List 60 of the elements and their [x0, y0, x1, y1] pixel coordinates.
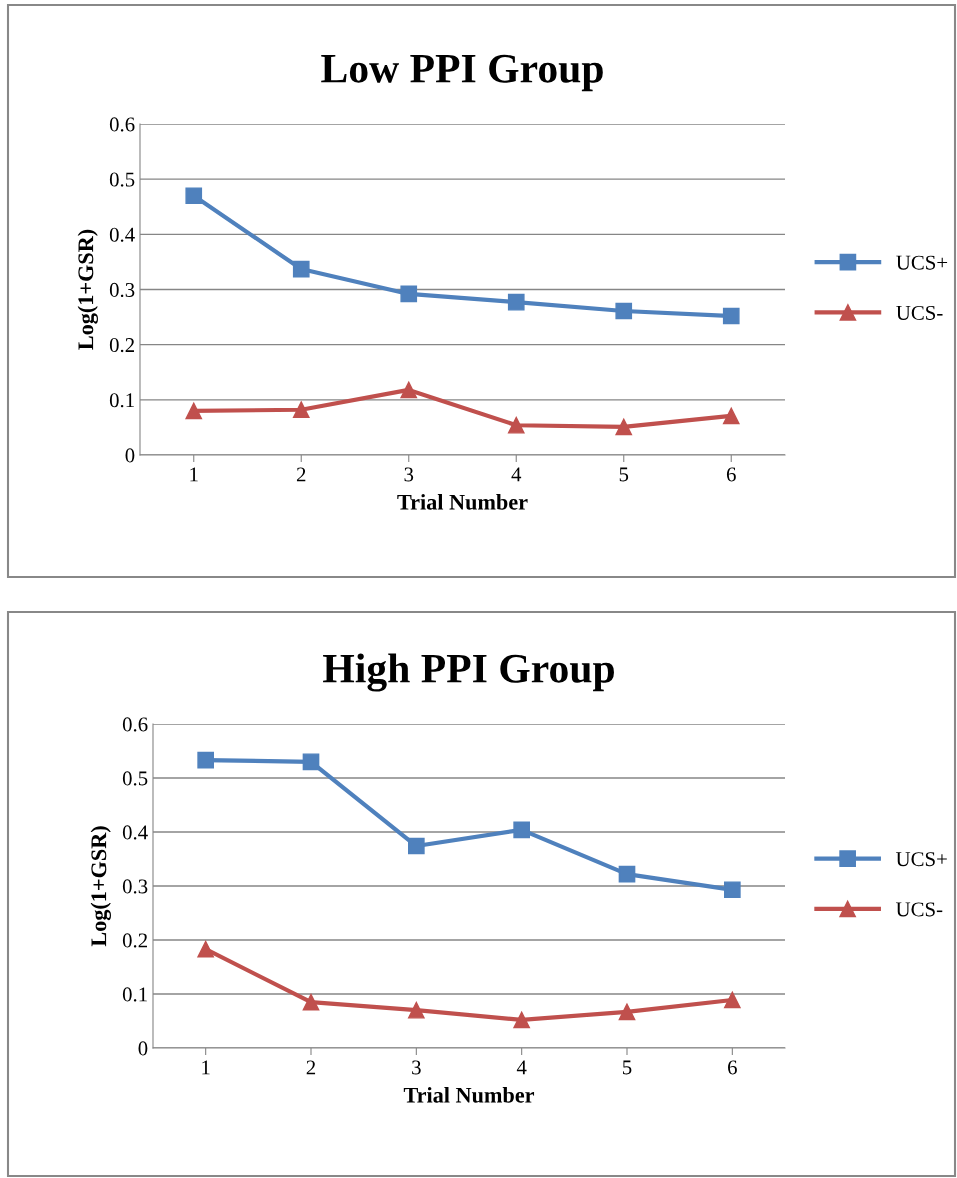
chart-title: High PPI Group	[323, 653, 614, 692]
point	[407, 837, 425, 855]
x-tick-label: 3	[404, 467, 414, 482]
point	[722, 307, 740, 325]
x-tick-label: 1	[190, 467, 198, 482]
point	[615, 302, 633, 320]
y-tick-label: 0.5	[109, 172, 135, 187]
y-tick-label: 0.1	[122, 987, 147, 1002]
y-tick-label: 0.4	[122, 825, 148, 840]
point	[507, 416, 525, 434]
point	[723, 881, 741, 899]
point	[400, 285, 418, 303]
y-tick-label: 0	[125, 448, 135, 463]
x-axis-title: Trial Number	[403, 1087, 535, 1103]
x-tick-label: 4	[511, 467, 522, 482]
x-tick-label: 6	[728, 1060, 737, 1075]
point	[197, 940, 215, 958]
x-axis-title: Trial Number	[397, 494, 528, 510]
y-axis-title: Log(1+GSR)	[90, 826, 111, 947]
point	[407, 1001, 425, 1019]
point	[618, 1003, 636, 1021]
x-tick-label: 5	[619, 467, 629, 482]
x-tick-label: 5	[623, 1060, 632, 1075]
y-tick-label: 0.6	[109, 117, 135, 132]
point	[722, 407, 740, 425]
legend-label: UCS+	[896, 255, 948, 270]
y-tick-label: 0.4	[109, 227, 135, 242]
point	[302, 753, 320, 771]
point	[185, 402, 203, 420]
x-tick-label: 2	[306, 1060, 316, 1075]
x-tick-label: 3	[412, 1060, 421, 1075]
y-tick-label: 0	[138, 1041, 148, 1056]
point	[507, 293, 525, 311]
chart-title: Low PPI Group	[321, 54, 603, 92]
point	[197, 751, 215, 769]
x-tick-label: 1	[202, 1060, 210, 1075]
legend-label: UCS-	[896, 305, 943, 320]
y-tick-label: 0.2	[109, 338, 134, 353]
y-tick-label: 0.3	[109, 282, 135, 298]
point	[618, 865, 636, 883]
x-tick-label: 4	[516, 1060, 527, 1075]
y-tick-label: 0.1	[109, 393, 134, 408]
point	[513, 821, 531, 839]
y-tick-label: 0.6	[122, 717, 148, 732]
y-tick-label: 0.3	[122, 879, 148, 894]
y-axis-title: Log(1+GSR)	[77, 229, 98, 350]
point	[723, 991, 741, 1009]
x-tick-label: 6	[726, 467, 736, 482]
y-tick-label: 0.2	[122, 933, 147, 948]
point	[615, 418, 633, 436]
point	[185, 187, 203, 205]
point	[400, 381, 418, 399]
x-tick-label: 2	[296, 467, 306, 482]
point	[292, 260, 310, 278]
legend-label: UCS-	[895, 902, 943, 917]
point	[513, 1011, 531, 1029]
y-tick-label: 0.5	[122, 771, 148, 786]
point	[292, 401, 310, 419]
point	[302, 993, 320, 1011]
legend-label: UCS+	[895, 852, 947, 867]
